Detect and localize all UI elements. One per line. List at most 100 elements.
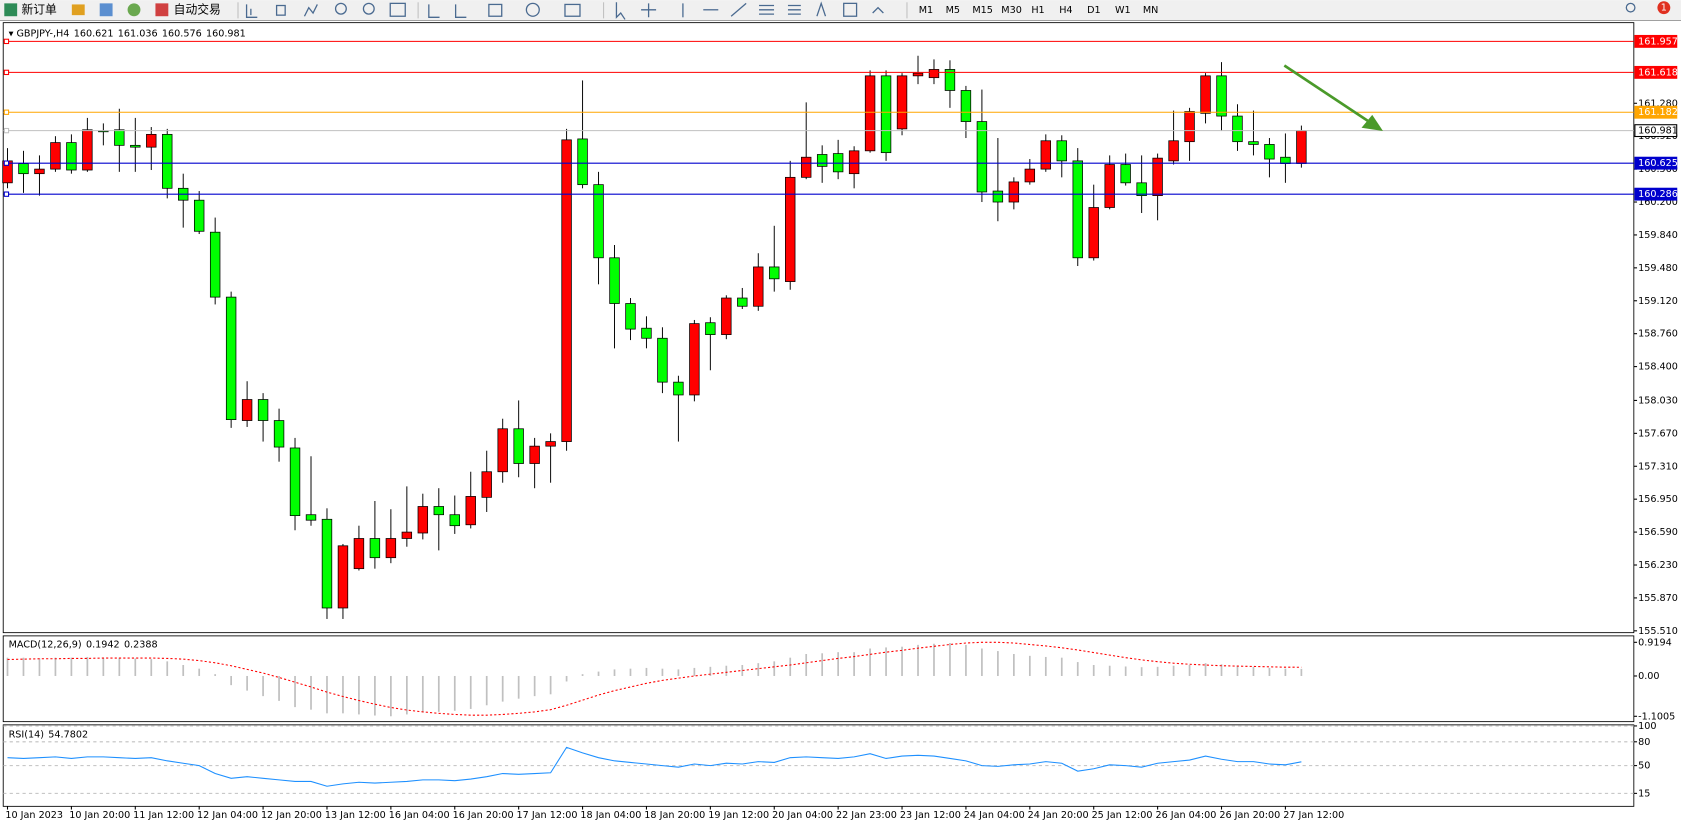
icon[interactable] [615, 2, 626, 20]
tool-icons [245, 1, 1636, 20]
header-value: 161.036 [118, 28, 158, 39]
level-label-bg [1634, 156, 1678, 170]
icon[interactable] [71, 4, 85, 16]
y-tick-label: 157.310 [1638, 461, 1678, 472]
timeframe-button[interactable]: M15 [972, 5, 993, 16]
level-label: 161.182 [1638, 107, 1678, 118]
x-tick-label: 16 Jan 20:00 [453, 810, 514, 821]
y-tick-label: 158.400 [1638, 362, 1678, 373]
candle-body [1008, 181, 1020, 203]
candle-body [257, 399, 269, 421]
candle-body [753, 266, 764, 307]
candle-body [289, 447, 301, 517]
y-tick-label: 158.030 [1638, 395, 1678, 406]
search-icon[interactable] [1625, 2, 1636, 13]
candle-body [689, 323, 700, 396]
chart-header: ▾ GBPJPY-,H4 160.621 161.036 160.576 160.981 [9, 28, 246, 39]
icon[interactable] [730, 2, 747, 17]
level-label: 160.981 [1638, 126, 1678, 137]
icon[interactable] [245, 4, 258, 18]
candle-body [609, 257, 620, 304]
timeframe-button[interactable]: H1 [1031, 5, 1044, 16]
icon[interactable] [389, 2, 406, 17]
icon[interactable] [525, 2, 540, 17]
new-order-button[interactable]: 新订单 [4, 2, 57, 16]
candle-body [976, 121, 988, 193]
macd-header: MACD(12,26,9) 0.1942 0.2388 [9, 639, 158, 650]
candle-body [497, 428, 508, 473]
candle-body [737, 297, 748, 307]
candle-body [162, 133, 173, 189]
icon[interactable] [564, 3, 581, 17]
icon[interactable] [454, 4, 467, 18]
arrow-line [1283, 64, 1371, 124]
indicator-name: RSI(14) [9, 730, 44, 741]
auto-trading-button[interactable]: 自动交易 [155, 2, 221, 17]
candle-body [513, 428, 524, 464]
notification-badge[interactable] [1657, 1, 1671, 15]
icon [155, 3, 169, 17]
indicator-name: MACD(12,26,9) [9, 639, 82, 650]
level-label-bg [1634, 34, 1678, 48]
candle-body [1024, 168, 1036, 183]
x-tick-label: 24 Jan 04:00 [964, 810, 1025, 821]
rsi-header: RSI(14) 54.7802 [9, 730, 89, 741]
candle-body [34, 168, 45, 175]
icon[interactable] [641, 3, 657, 18]
candle-body [114, 129, 125, 146]
x-tick-label: 22 Jan 23:00 [836, 810, 897, 821]
timeframe-button[interactable]: M1 [919, 5, 933, 16]
icon[interactable] [872, 6, 884, 14]
indicator-value: 0.1942 [86, 639, 120, 650]
icon[interactable] [759, 4, 775, 15]
y-tick-label: 15 [1638, 788, 1650, 799]
candle-body [50, 142, 61, 170]
x-tick-label: 18 Jan 20:00 [644, 810, 705, 821]
y-tick-label: 160.560 [1638, 164, 1678, 175]
timeframe-button[interactable]: D1 [1087, 5, 1101, 16]
y-tick-label: 159.840 [1638, 230, 1678, 241]
timeframe-button[interactable]: H4 [1059, 5, 1072, 16]
icon[interactable] [275, 4, 286, 16]
collapse-icon: ▾ [9, 28, 17, 39]
candle-body [18, 163, 29, 175]
icon[interactable] [99, 3, 113, 17]
level-marker [3, 191, 10, 197]
icon[interactable] [816, 1, 827, 17]
candle-body [705, 322, 716, 335]
level-label: 160.625 [1638, 158, 1678, 169]
candle-body [769, 266, 780, 280]
candle-body [928, 69, 940, 79]
timeframe-button[interactable]: MN [1143, 5, 1159, 16]
candle-body [896, 75, 908, 130]
timeframe-button[interactable]: W1 [1115, 5, 1131, 16]
y-tick-label: 100 [1638, 721, 1656, 732]
timeframe-button[interactable]: M30 [1001, 5, 1022, 16]
candle-body [721, 297, 732, 335]
icon[interactable] [303, 4, 318, 17]
y-tick-label: 158.760 [1638, 329, 1678, 340]
y-tick-label: 160.200 [1638, 197, 1678, 208]
icon[interactable] [362, 2, 375, 15]
x-tick-label: 17 Jan 12:00 [517, 810, 578, 821]
icon[interactable] [843, 2, 858, 17]
x-tick-label: 12 Jan 04:00 [197, 810, 258, 821]
x-tick-label: 18 Jan 04:00 [580, 810, 641, 821]
y-tick-label: 155.510 [1638, 626, 1678, 637]
candle-body [193, 199, 205, 232]
candle-body [273, 420, 285, 448]
candle-body [1104, 164, 1115, 208]
level-label: 161.618 [1638, 67, 1678, 78]
icon[interactable] [488, 3, 503, 17]
icon[interactable] [334, 2, 347, 15]
timeframe-button[interactable]: M5 [946, 5, 960, 16]
icon[interactable] [127, 3, 141, 17]
icon[interactable] [428, 4, 440, 18]
candle-body [1056, 140, 1067, 162]
candle-body [1152, 157, 1163, 196]
symbol: GBPJPY-,H4 [16, 28, 69, 39]
x-tick-label: 24 Jan 20:00 [1028, 810, 1089, 821]
level-label-bg [1634, 105, 1678, 119]
icon[interactable] [787, 4, 801, 15]
